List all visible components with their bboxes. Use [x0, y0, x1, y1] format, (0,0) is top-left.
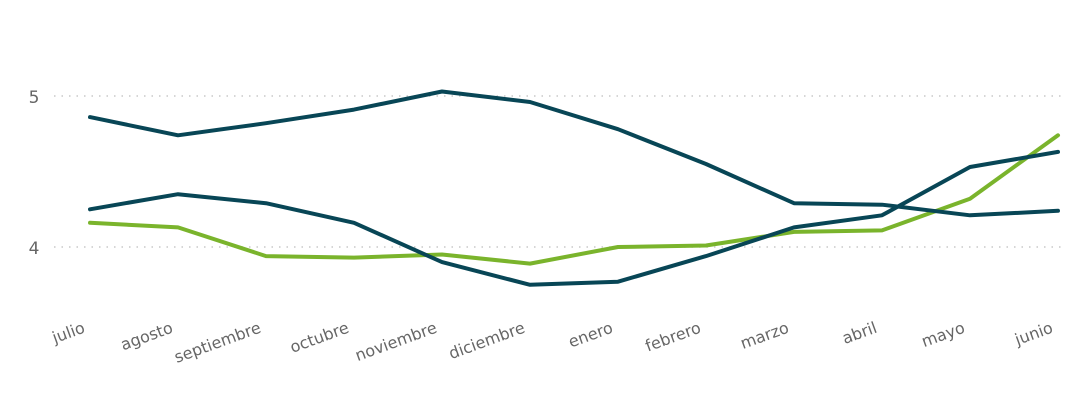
- y-tick-label: 4: [29, 239, 40, 259]
- x-tick-label: enero: [566, 318, 616, 352]
- series-line-3: [88, 149, 1060, 287]
- x-tick-label: octubre: [287, 318, 351, 357]
- x-tick-label: abril: [840, 318, 880, 348]
- series-layer: [88, 89, 1060, 287]
- x-tick-label: mayo: [919, 318, 967, 351]
- x-tick-label: junio: [1011, 318, 1055, 350]
- y-axis: 5 4: [29, 88, 40, 259]
- series-line-1: [88, 133, 1060, 266]
- x-axis: julio agosto septiembre octubre noviembr…: [49, 318, 1056, 367]
- y-tick-label: 5: [29, 88, 40, 108]
- grid-layer: [54, 95, 1062, 248]
- x-tick-label: marzo: [738, 318, 792, 353]
- x-tick-label: febrero: [643, 318, 704, 356]
- x-tick-label: julio: [49, 318, 88, 348]
- x-tick-label: diciembre: [446, 318, 527, 363]
- x-tick-label: noviembre: [353, 318, 440, 365]
- x-tick-label: agosto: [118, 318, 175, 354]
- x-tick-label: septiembre: [172, 318, 264, 367]
